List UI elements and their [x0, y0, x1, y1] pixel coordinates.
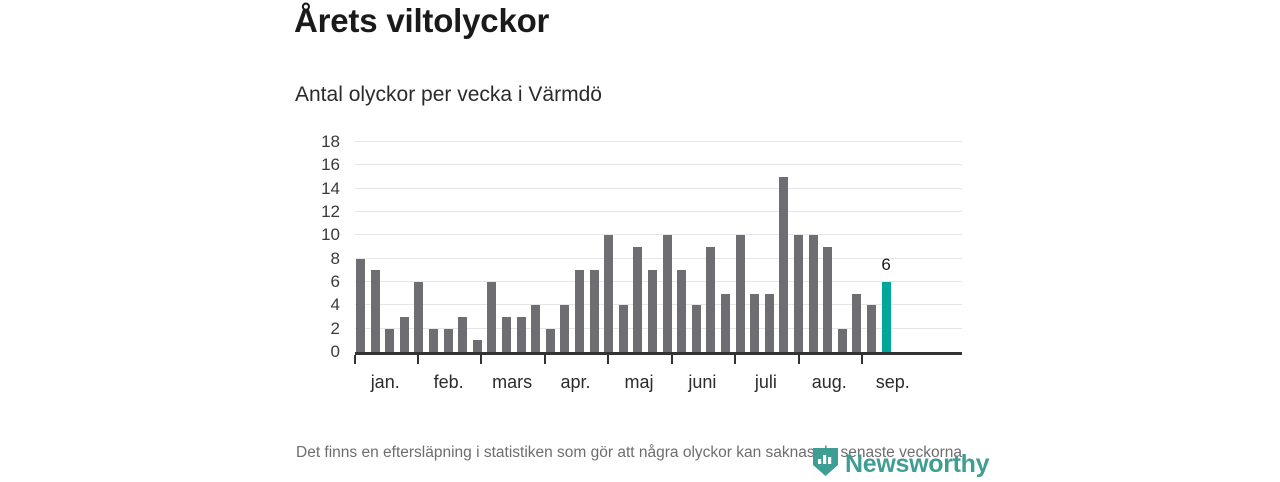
x-axis-tick — [480, 355, 483, 364]
bar[interactable] — [516, 317, 526, 352]
x-axis-month-label: juli — [754, 372, 777, 392]
x-axis-tick — [797, 355, 800, 364]
bar[interactable] — [589, 270, 599, 352]
bar[interactable] — [429, 328, 438, 352]
bar[interactable] — [560, 305, 570, 352]
gridline — [355, 304, 962, 306]
x-axis-tick — [860, 355, 863, 364]
newsworthy-shield-barchart-icon — [812, 447, 839, 482]
chart-subtitle: Antal olyckor per vecka i Värmdö — [295, 83, 602, 106]
logo-text: Newsworthy — [845, 450, 990, 478]
bar[interactable] — [852, 293, 862, 352]
y-axis-tick-label: 10 — [321, 225, 340, 245]
x-axis-tick — [543, 355, 546, 364]
bar[interactable] — [370, 270, 380, 352]
gridline — [355, 234, 962, 236]
bar[interactable] — [750, 293, 760, 352]
bar[interactable] — [837, 328, 847, 352]
bar[interactable] — [604, 235, 614, 352]
bar[interactable] — [735, 235, 745, 352]
y-axis-tick-label: 4 — [330, 295, 340, 315]
x-axis-tick — [353, 355, 356, 364]
bar[interactable] — [867, 305, 876, 352]
bar[interactable] — [662, 235, 672, 352]
bar[interactable] — [399, 317, 409, 352]
x-axis-line — [355, 352, 962, 355]
bar[interactable] — [633, 247, 643, 352]
x-axis-month-label: feb. — [433, 372, 464, 392]
bar[interactable] — [385, 328, 395, 352]
footnote: Det finns en eftersläpning i statistiken… — [296, 444, 967, 461]
bar[interactable] — [356, 258, 365, 352]
y-axis-tick-label: 16 — [321, 155, 340, 175]
x-axis-tick — [670, 355, 673, 364]
x-axis-month-label: sep. — [875, 372, 910, 392]
bar[interactable] — [794, 235, 803, 352]
bar[interactable] — [823, 247, 833, 352]
bar[interactable] — [721, 293, 730, 352]
x-axis-month-label: juni — [688, 372, 717, 392]
bar[interactable] — [677, 270, 687, 352]
bar-value-label: 6 — [881, 255, 891, 274]
gridline — [355, 281, 962, 282]
newsworthy-logo[interactable]: Newsworthy — [812, 447, 990, 482]
x-axis-month-label: maj — [624, 372, 654, 392]
bar[interactable] — [414, 282, 424, 352]
bar[interactable] — [531, 305, 541, 352]
plot-area: 0 2 4 6 8 10 12 14 16 18 6 — [321, 130, 962, 360]
bar[interactable] — [472, 340, 482, 352]
bar[interactable] — [545, 328, 555, 352]
y-axis-tick-label: 6 — [330, 272, 340, 291]
y-axis-tick-label: 8 — [330, 248, 340, 268]
gridline — [355, 164, 962, 166]
bar-chart: 0 2 4 6 8 10 12 14 16 18 6 jan. feb. mars apr. maj juni… — [295, 130, 965, 392]
bar-highlighted[interactable] — [881, 282, 891, 352]
bar[interactable] — [691, 305, 701, 352]
bar[interactable] — [487, 282, 497, 352]
y-axis-tick-label: 2 — [330, 318, 340, 338]
x-axis-month-label: apr. — [560, 372, 591, 392]
bar[interactable] — [618, 305, 628, 352]
bar[interactable] — [443, 328, 453, 352]
x-axis-month-label: aug. — [811, 372, 847, 392]
y-axis-tick-label: 14 — [321, 178, 340, 198]
x-axis-month-label: mars — [492, 372, 533, 392]
x-axis-tick — [416, 355, 419, 364]
x-axis-tick — [607, 355, 610, 364]
gridline — [355, 187, 962, 189]
bar[interactable] — [706, 247, 716, 352]
page-title: Årets viltolyckor — [294, 2, 550, 39]
y-axis-tick-label: 18 — [321, 132, 340, 151]
bar[interactable] — [458, 317, 468, 352]
bar[interactable] — [575, 270, 584, 352]
y-axis-tick-label: 12 — [321, 202, 340, 221]
gridline — [355, 327, 962, 329]
y-axis-tick-label: 0 — [330, 342, 340, 361]
gridline — [355, 141, 962, 142]
bar[interactable] — [502, 317, 511, 352]
bar[interactable] — [648, 270, 657, 352]
x-axis-tick — [734, 355, 737, 364]
bar[interactable] — [808, 235, 818, 352]
gridline — [355, 257, 962, 259]
bar[interactable] — [764, 293, 774, 352]
gridline — [355, 211, 962, 212]
bar[interactable] — [779, 177, 789, 352]
x-axis-month-label: jan. — [370, 372, 400, 392]
